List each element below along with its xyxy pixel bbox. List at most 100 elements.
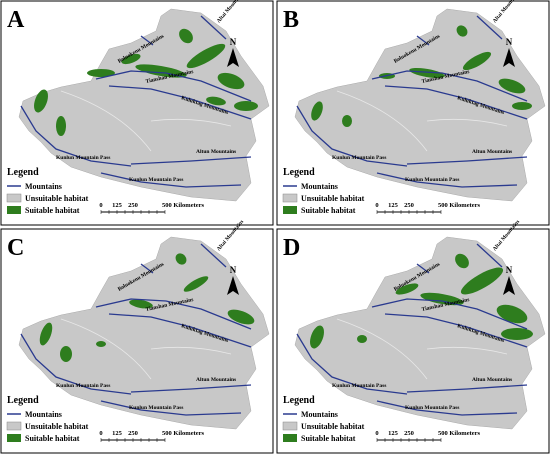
- mountain-line: [140, 35, 154, 46]
- mountain-line: [384, 313, 528, 348]
- north-label: N: [230, 265, 237, 275]
- mountain-line: [416, 35, 430, 46]
- legend-item: Suitable habitat: [301, 206, 356, 215]
- mountain-label: Altun Mountains: [472, 377, 512, 383]
- river: [60, 318, 232, 380]
- suitable-patch: [34, 89, 48, 113]
- mountain-line: [100, 172, 242, 188]
- suitable-patch: [175, 253, 187, 265]
- suitable-patch: [310, 325, 324, 349]
- scale-label: 125: [388, 430, 399, 437]
- legend-item: Mountains: [301, 410, 338, 419]
- mountain-label: Kunlun Mountain Pass: [129, 405, 183, 411]
- legend-item: Mountains: [301, 182, 338, 191]
- scale-label: 500 Kilometers: [438, 430, 481, 437]
- scale-label: 500 Kilometers: [162, 202, 205, 209]
- mountain-label: Kunlun Mountain Pass: [332, 155, 386, 161]
- legend-title: Legend: [7, 395, 39, 406]
- north-arrow: [503, 48, 515, 67]
- north-label: N: [506, 37, 513, 47]
- north-arrow: [227, 48, 239, 67]
- mountain-line: [200, 15, 227, 40]
- suitable-patch: [39, 322, 53, 346]
- river: [336, 318, 508, 380]
- legend-item: Suitable habitat: [25, 434, 80, 443]
- suitable-patch: [234, 101, 258, 111]
- river: [60, 90, 232, 152]
- scale-label: 0: [375, 430, 378, 437]
- mountain-line: [406, 384, 528, 393]
- suitable-patch: [512, 102, 532, 110]
- mountain-label: Altun Mountains: [472, 149, 512, 155]
- mountain-line: [376, 400, 518, 416]
- mountain-label: Kunlun Mountain Pass: [405, 405, 459, 411]
- mountain-line: [95, 70, 252, 102]
- river: [336, 90, 508, 152]
- scale-label: 500 Kilometers: [438, 202, 481, 209]
- mountain-line: [130, 384, 252, 393]
- region-unsuitable: [18, 236, 270, 430]
- legend-item: Unsuitable habitat: [301, 422, 365, 431]
- suitable-patch: [179, 28, 193, 44]
- suitable-patch: [87, 69, 115, 77]
- panel-label: C: [7, 235, 24, 261]
- suitable-patch: [496, 304, 528, 324]
- north-arrow: [227, 276, 239, 295]
- scale-label: 0: [99, 430, 102, 437]
- mountain-line: [108, 313, 252, 348]
- legend-swatch: [282, 421, 298, 431]
- legend-swatch: [7, 434, 21, 442]
- legend-title: Legend: [7, 167, 39, 178]
- mountain-line: [108, 85, 252, 120]
- suitable-patch: [217, 72, 245, 90]
- scale-label: 125: [112, 430, 123, 437]
- suitable-patch: [183, 276, 209, 292]
- panel-label: B: [283, 7, 299, 33]
- mountain-line: [20, 105, 132, 167]
- panel-label: D: [283, 235, 300, 261]
- legend-item: Mountains: [25, 410, 62, 419]
- mountain-label: Kunlun Mountain Pass: [405, 177, 459, 183]
- mountain-label: Kunlun Mountain Pass: [56, 155, 110, 161]
- scale-label: 125: [112, 202, 123, 209]
- legend-swatch: [283, 206, 297, 214]
- legend-title: Legend: [283, 395, 315, 406]
- suitable-patch: [60, 346, 72, 362]
- mountain-label: Kunlun Mountain Pass: [56, 383, 110, 389]
- scale-label: 0: [99, 202, 102, 209]
- scale-label: 500 Kilometers: [162, 430, 205, 437]
- legend-swatch: [6, 193, 22, 203]
- legend-title: Legend: [283, 167, 315, 178]
- legend-swatch: [283, 434, 297, 442]
- mountain-line: [140, 263, 154, 274]
- suitable-patch: [227, 309, 255, 325]
- suitable-patch: [186, 43, 226, 69]
- legend-item: Suitable habitat: [25, 206, 80, 215]
- legend-item: Unsuitable habitat: [25, 422, 89, 431]
- scale-label: 125: [388, 202, 399, 209]
- scale-label: 0: [375, 202, 378, 209]
- suitable-patch: [395, 283, 419, 295]
- mountain-label: Altun Mountains: [196, 149, 236, 155]
- suitable-patch: [460, 267, 504, 295]
- suitable-patch: [498, 78, 526, 94]
- suitable-patch: [342, 115, 352, 127]
- suitable-patch: [501, 328, 533, 340]
- suitable-patch: [121, 53, 141, 65]
- mountain-label: Altun Mountains: [196, 377, 236, 383]
- mountain-line: [406, 156, 528, 165]
- north-label: N: [506, 265, 513, 275]
- legend-item: Mountains: [25, 182, 62, 191]
- suitable-patch: [129, 299, 153, 309]
- mountain-line: [20, 333, 132, 395]
- suitable-patch: [409, 67, 445, 79]
- suitable-patch: [206, 96, 226, 106]
- mountain-line: [476, 243, 503, 268]
- mountain-line: [416, 263, 430, 274]
- mountain-label: Kunlun Mountain Pass: [332, 383, 386, 389]
- mountain-line: [100, 400, 242, 416]
